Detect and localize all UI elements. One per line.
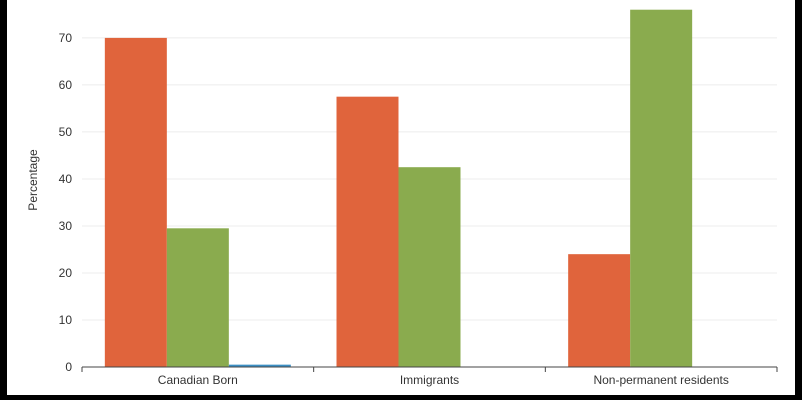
bar-1 <box>104 37 167 368</box>
y-tick-label: 10 <box>59 313 73 327</box>
bar-2 <box>166 228 229 367</box>
axes <box>81 366 778 372</box>
bar-1 <box>568 254 631 367</box>
y-tick-label: 70 <box>59 31 73 45</box>
y-tick-label: 0 <box>65 360 72 374</box>
y-tick-label: 50 <box>59 125 73 139</box>
bar-2 <box>398 167 461 367</box>
bar-2 <box>630 9 693 368</box>
bars <box>104 9 693 368</box>
bar-3 <box>228 364 291 367</box>
x-tick-label: Immigrants <box>400 373 459 387</box>
y-tick-label: 60 <box>59 78 73 92</box>
x-tick-labels: Canadian Born Immigrants Non-permanent res… <box>158 373 729 387</box>
x-tick-label: Non-permanent residents <box>593 373 728 387</box>
y-axis-title: Percentage <box>26 149 40 211</box>
y-tick-label: 20 <box>59 266 73 280</box>
x-tick-label: Canadian Born <box>158 373 238 387</box>
bar-1 <box>336 96 399 367</box>
y-tick-labels: 0 10 20 30 40 50 60 70 <box>59 31 73 374</box>
y-tick-label: 40 <box>59 172 73 186</box>
y-tick-label: 30 <box>59 219 73 233</box>
